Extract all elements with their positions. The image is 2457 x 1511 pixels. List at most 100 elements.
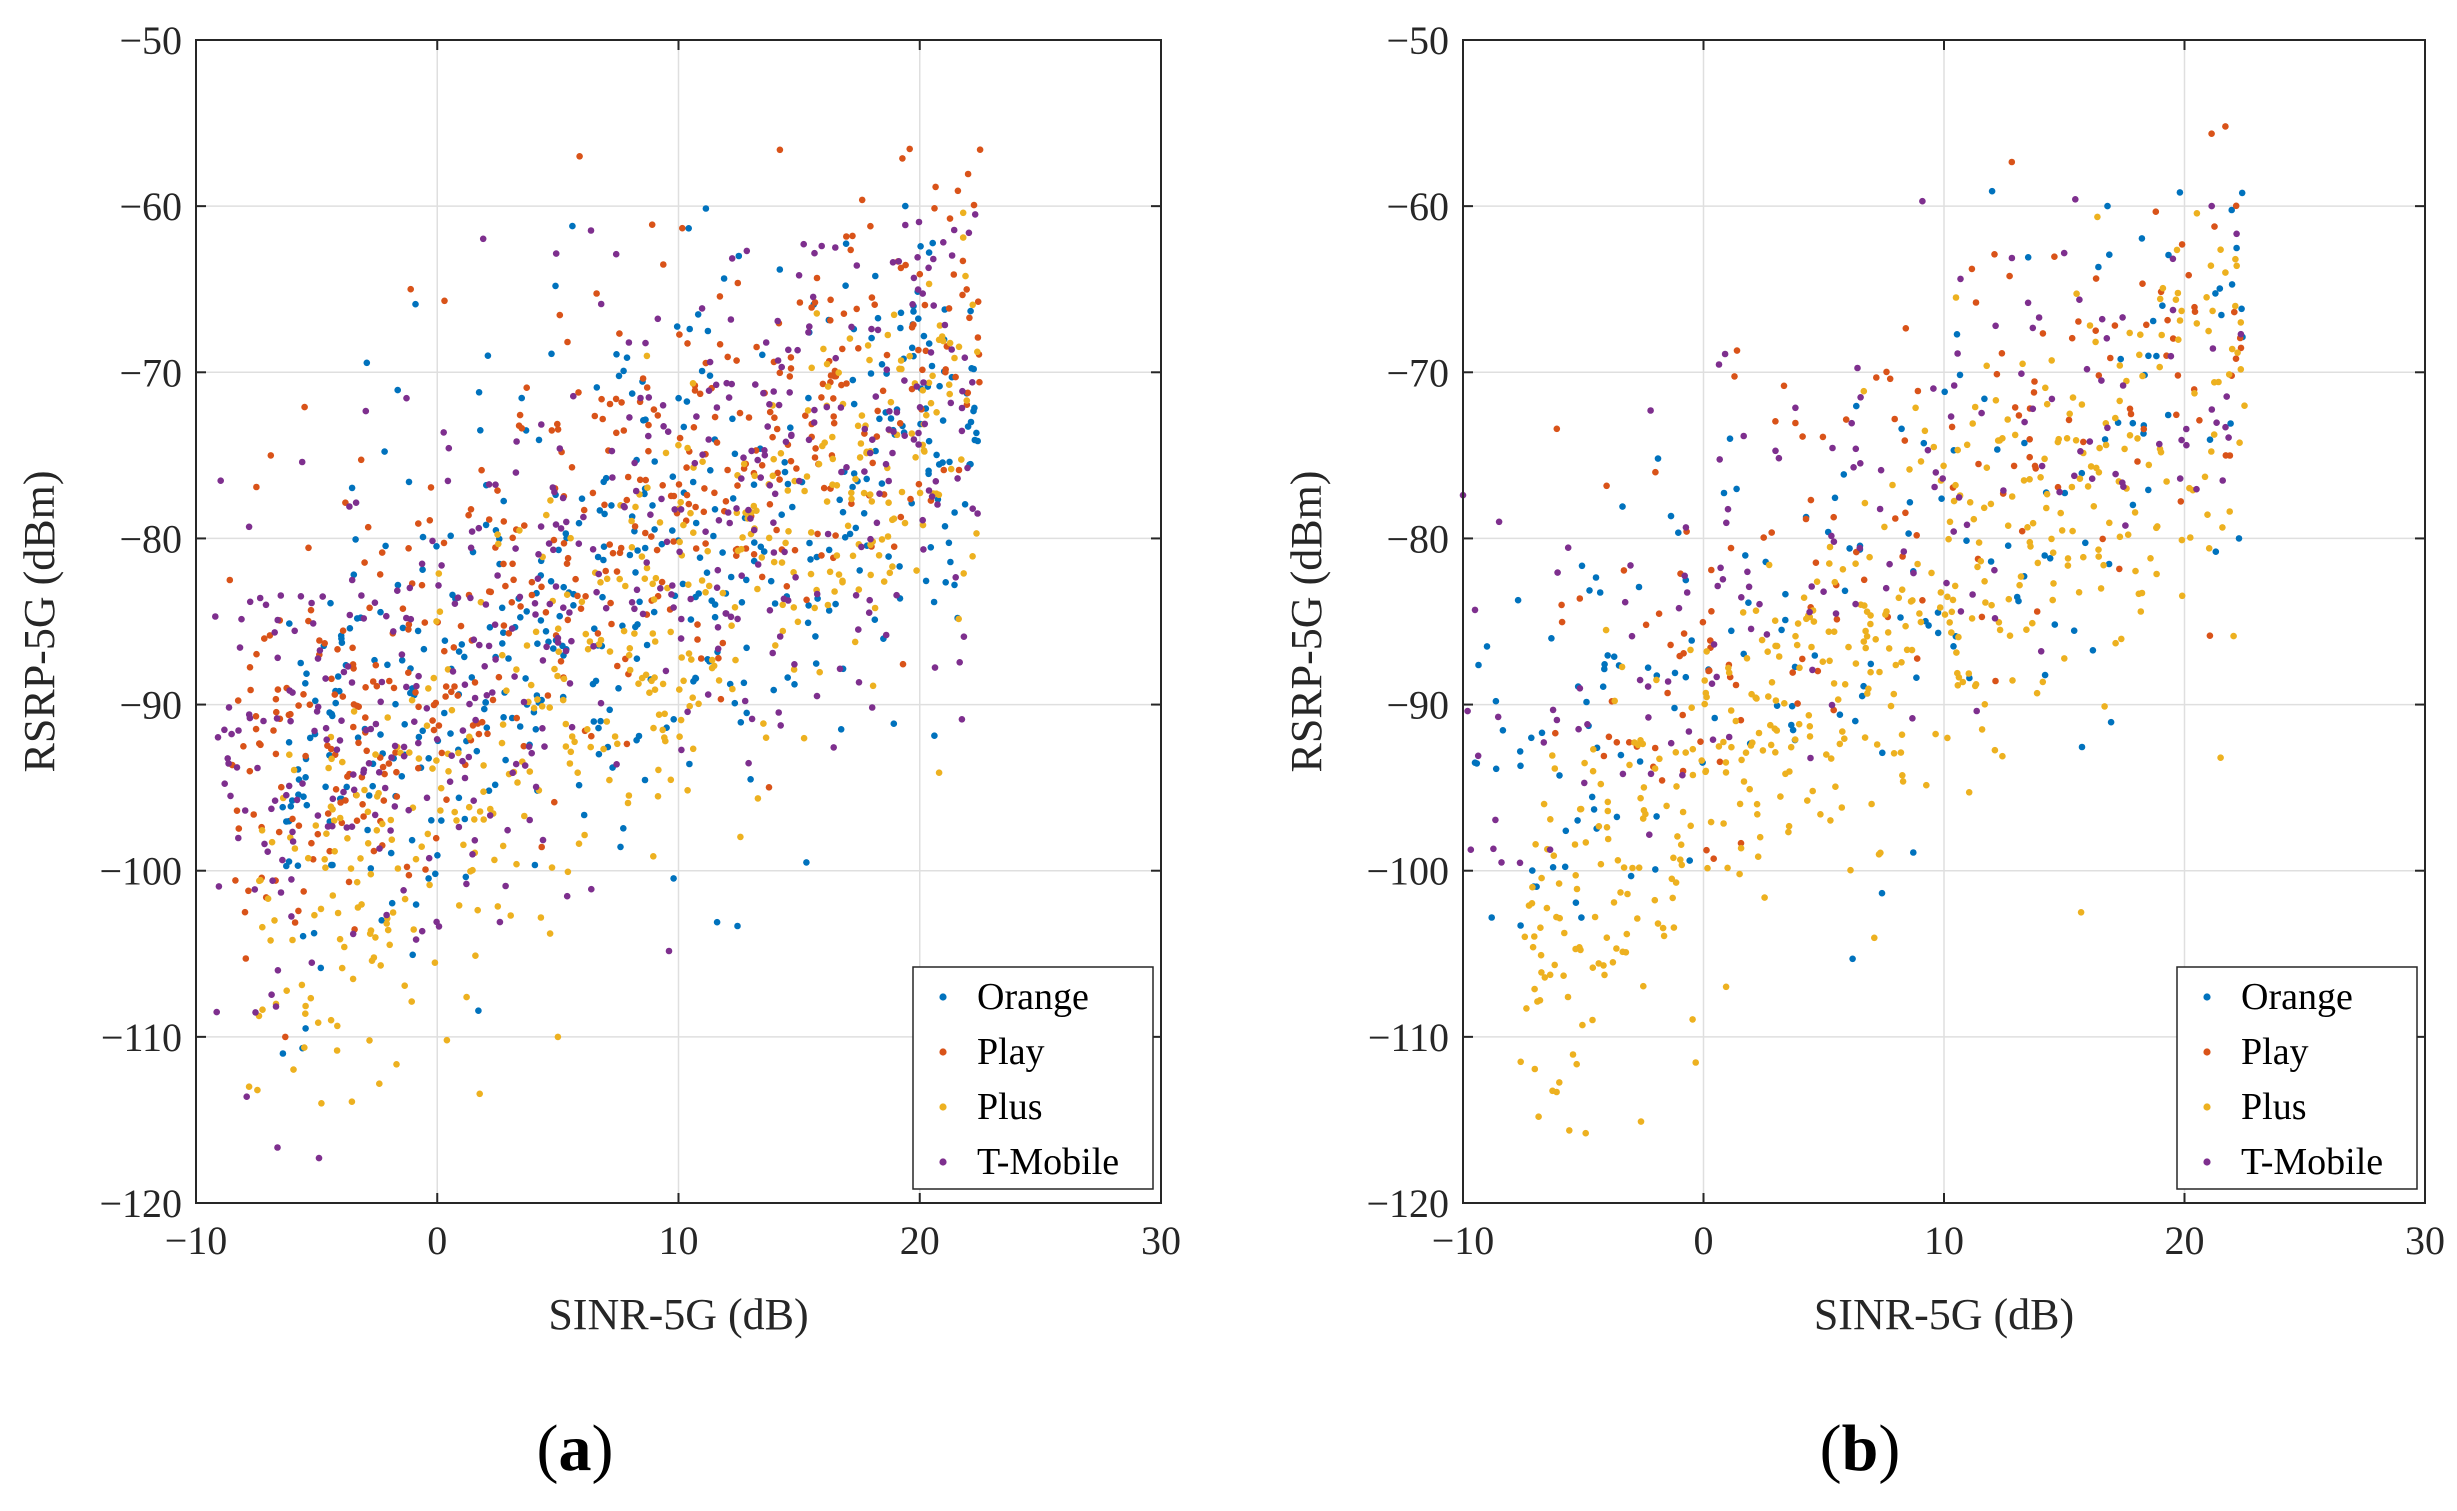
data-point — [1806, 733, 1814, 740]
data-point — [902, 221, 909, 229]
data-point — [469, 851, 476, 858]
data-point — [566, 760, 574, 767]
data-point — [1992, 397, 2000, 404]
data-point — [1841, 735, 1848, 742]
data-point — [312, 697, 319, 705]
data-point — [1610, 899, 1618, 906]
data-point — [626, 645, 634, 652]
data-point — [595, 724, 602, 732]
data-point — [927, 349, 935, 356]
data-point — [679, 580, 687, 588]
data-point — [2094, 213, 2101, 221]
data-point — [637, 394, 644, 402]
data-point — [650, 853, 657, 860]
data-point — [555, 546, 562, 554]
data-point — [633, 736, 640, 744]
x-tick-label: 20 — [2165, 1218, 2205, 1263]
data-point — [475, 1007, 482, 1014]
data-point — [946, 458, 953, 466]
data-point — [2218, 311, 2225, 319]
data-point — [472, 952, 479, 959]
data-point — [473, 747, 481, 755]
data-point — [532, 783, 540, 791]
data-point — [838, 468, 845, 476]
data-point — [771, 490, 779, 498]
data-point — [2126, 405, 2134, 413]
data-point — [1705, 667, 1712, 675]
data-point — [2178, 241, 2186, 248]
data-point — [1745, 599, 1752, 606]
data-point — [2105, 560, 2113, 568]
data-point — [601, 510, 608, 518]
data-point — [376, 1080, 383, 1087]
data-point — [1590, 806, 1598, 813]
data-point — [509, 534, 516, 542]
data-point — [566, 680, 574, 687]
data-point — [1572, 899, 1580, 906]
data-point — [754, 456, 761, 464]
data-point — [897, 309, 905, 317]
data-point — [651, 674, 658, 681]
data-point — [898, 365, 905, 373]
data-point — [1852, 717, 1859, 725]
data-point — [765, 534, 773, 542]
data-point — [336, 737, 344, 744]
data-point — [232, 877, 239, 884]
data-point — [322, 675, 329, 682]
data-point — [425, 854, 433, 862]
data-point — [602, 567, 609, 575]
data-point — [645, 432, 652, 440]
data-point — [971, 211, 979, 218]
data-point — [1953, 331, 1961, 338]
data-point — [575, 540, 583, 547]
data-point — [684, 444, 691, 452]
data-point — [638, 553, 646, 560]
data-point — [1689, 745, 1697, 753]
data-point — [692, 674, 699, 682]
data-point — [294, 862, 302, 869]
data-point — [2024, 524, 2031, 531]
data-point — [494, 903, 502, 910]
data-point — [2173, 246, 2181, 254]
data-point — [702, 528, 709, 535]
data-point — [774, 469, 781, 477]
data-point — [2140, 425, 2148, 433]
data-point — [804, 619, 812, 627]
data-point — [601, 501, 608, 509]
data-point — [1877, 849, 1884, 857]
data-point — [1549, 1087, 1556, 1095]
data-point — [337, 799, 344, 806]
data-point — [631, 605, 638, 613]
data-point — [328, 755, 335, 763]
data-point — [1920, 439, 1928, 447]
data-point — [827, 372, 835, 379]
data-point — [1924, 446, 1932, 454]
data-point — [2006, 272, 2013, 280]
data-point — [350, 708, 358, 715]
data-point — [384, 926, 392, 934]
data-point — [1991, 746, 1999, 754]
data-point — [689, 380, 697, 387]
data-point — [1944, 734, 1951, 742]
data-point — [494, 572, 501, 579]
data-point — [1529, 883, 1536, 891]
data-point — [1569, 1051, 1577, 1058]
data-point — [1998, 350, 2006, 357]
data-point — [363, 359, 371, 367]
data-point — [1799, 433, 1806, 440]
data-point — [441, 297, 448, 305]
data-point — [1660, 932, 1668, 940]
data-point — [740, 679, 748, 687]
data-point — [827, 317, 834, 324]
data-point — [804, 407, 812, 414]
data-point — [1913, 655, 1921, 662]
data-point — [1860, 576, 1868, 584]
data-point — [1656, 755, 1663, 763]
data-point — [2100, 561, 2107, 569]
data-point — [1906, 499, 1914, 506]
data-point — [651, 458, 658, 465]
data-point — [278, 783, 285, 791]
data-point — [929, 239, 936, 247]
data-point — [853, 262, 861, 269]
data-point — [1914, 387, 1922, 395]
